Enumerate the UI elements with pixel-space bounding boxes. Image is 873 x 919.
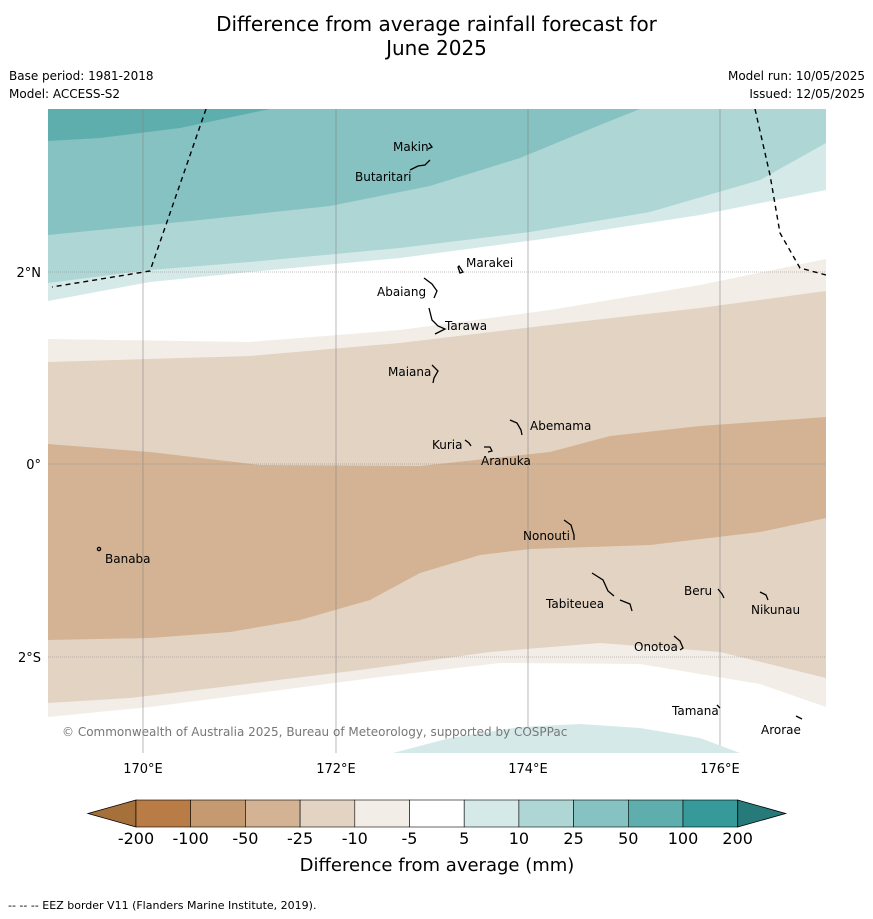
model-name: Model: ACCESS-S2 <box>9 87 121 101</box>
colorbar-tick-label: 100 <box>668 829 699 848</box>
lon-label-174: 174°E <box>508 762 548 777</box>
label-beru: Beru <box>684 584 712 598</box>
colorbar-cell <box>190 799 246 828</box>
colorbar-tick-label: -200 <box>118 829 154 848</box>
label-onotoa: Onotoa <box>634 640 678 654</box>
issued-date: Issued: 12/05/2025 <box>749 87 865 101</box>
label-abaiang: Abaiang <box>377 285 426 299</box>
title-line-1: Difference from average rainfall forecas… <box>216 12 657 36</box>
colorbar-tick-label: 200 <box>722 829 753 848</box>
label-tarawa: Tarawa <box>444 319 487 333</box>
lon-label-176: 176°E <box>700 762 740 777</box>
map-title: Difference from average rainfall forecas… <box>0 12 873 60</box>
colorbar-ticks: -200 -100 -50 -25 -10 -5 5 10 25 50 100 200 <box>118 829 753 848</box>
meta-left: Base period: 1981-2018 Model: ACCESS-S2 <box>9 67 154 103</box>
model-run: Model run: 10/05/2025 <box>727 69 865 83</box>
colorbar-tick-label: -50 <box>232 829 258 848</box>
colorbar-tick-label: 50 <box>618 829 638 848</box>
island-aranuka <box>484 446 493 453</box>
colorbar-extend-low <box>86 799 137 828</box>
colorbar-tick-label: -25 <box>287 829 313 848</box>
lat-label-2s: 2°S <box>18 651 41 666</box>
band-teal-50 <box>48 109 640 235</box>
band-teal-10-south <box>393 724 740 753</box>
label-nikunau: Nikunau <box>751 603 800 617</box>
island-kuria <box>464 439 472 447</box>
colorbar-tick-label: 5 <box>459 829 469 848</box>
island-onotoa <box>673 635 684 651</box>
colorbar-cell <box>299 799 356 828</box>
island-beru <box>717 588 725 599</box>
colorbar-tick-label: 10 <box>509 829 529 848</box>
footer-note: -- -- -- EEZ border V11 (Flanders Marine… <box>8 899 317 912</box>
label-butaritari: Butaritari <box>355 170 412 184</box>
colorbar-tick-label: -100 <box>173 829 209 848</box>
label-abemama: Abemama <box>530 419 591 433</box>
colorbar-label: Difference from average (mm) <box>300 855 575 876</box>
island-abaiang <box>423 277 438 299</box>
place-labels: Makin Butaritari Marakei Abaiang Tarawa … <box>105 140 801 737</box>
label-nonouti: Nonouti <box>523 529 570 543</box>
axis-labels: 170°E 172°E 174°E 176°E 2°N 0° 2°S <box>17 266 740 777</box>
island-abemama <box>509 419 523 436</box>
colorbar-cell <box>135 799 192 828</box>
island-butaritari <box>409 159 431 171</box>
colorbar: -200 -100 -50 -25 -10 -5 5 10 25 50 100 200 Differe… <box>86 799 788 876</box>
label-maiana: Maiana <box>388 365 431 379</box>
colorbar-cells <box>86 799 788 828</box>
island-tarawa <box>428 307 447 335</box>
islands <box>96 142 803 720</box>
label-marakei: Marakei <box>466 256 513 270</box>
island-tamana <box>716 704 721 709</box>
colorbar-cell <box>409 799 465 828</box>
island-nikunau <box>759 591 769 601</box>
eez-border-west <box>51 109 207 288</box>
band-teal-100 <box>48 109 270 141</box>
label-tabiteuea: Tabiteuea <box>545 597 604 611</box>
lon-label-170: 170°E <box>123 762 163 777</box>
label-banaba: Banaba <box>105 552 151 566</box>
title-line-2: June 2025 <box>386 36 487 60</box>
colorbar-cell <box>573 799 629 828</box>
island-tabiteuea <box>591 572 633 612</box>
copyright-text: © Commonwealth of Australia 2025, Bureau… <box>62 725 567 739</box>
island-arorae <box>795 715 803 720</box>
colorbar-cell <box>682 799 739 828</box>
colorbar-tick-label: -5 <box>402 829 418 848</box>
island-maiana <box>431 364 439 384</box>
colorbar-tick-label: -10 <box>342 829 368 848</box>
colorbar-extend-high <box>737 799 788 828</box>
band-brown-25 <box>48 417 826 640</box>
label-tamana: Tamana <box>671 704 719 718</box>
eez-border-east <box>754 109 826 276</box>
meta-right: Model run: 10/05/2025 Issued: 12/05/2025 <box>728 67 865 103</box>
lon-label-172: 172°E <box>316 762 356 777</box>
island-makin <box>427 142 433 150</box>
label-makin: Makin <box>393 140 429 154</box>
island-banaba <box>96 546 102 552</box>
colorbar-cell <box>245 799 301 828</box>
graticule <box>48 109 826 753</box>
lat-label-0: 0° <box>26 458 41 473</box>
colorbar-cell <box>627 799 684 828</box>
colorbar-cell <box>518 799 574 828</box>
label-kuria: Kuria <box>432 438 463 452</box>
lat-label-2n: 2°N <box>17 266 42 281</box>
colorbar-tick-label: 25 <box>563 829 583 848</box>
label-arorae: Arorae <box>761 723 801 737</box>
colorbar-cell <box>354 799 410 828</box>
island-marakei <box>457 264 465 274</box>
island-nonouti <box>563 519 575 540</box>
label-aranuka: Aranuka <box>481 454 531 468</box>
colorbar-cell <box>463 799 520 828</box>
eez-border <box>51 109 826 288</box>
rainfall-map: Makin Butaritari Marakei Abaiang Tarawa … <box>48 109 826 753</box>
base-period: Base period: 1981-2018 <box>9 69 154 83</box>
